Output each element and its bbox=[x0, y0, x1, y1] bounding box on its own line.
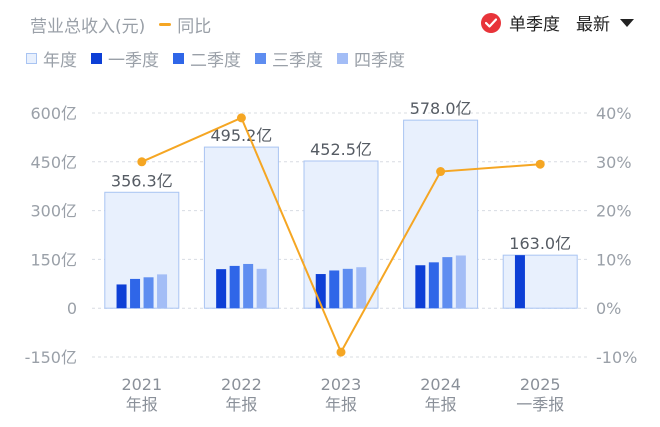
quarter-bar-q1 bbox=[415, 265, 426, 309]
annual-value-label: 578.0亿 bbox=[410, 99, 472, 118]
legend-item-q3[interactable]: 三季度 bbox=[255, 46, 323, 71]
legend-label-q3: 三季度 bbox=[272, 51, 323, 71]
y-right-tick-label: -10% bbox=[596, 348, 637, 367]
y-right-tick-label: 10% bbox=[596, 250, 632, 269]
annual-bar bbox=[403, 119, 479, 309]
annual-bar bbox=[104, 191, 180, 309]
annual-value-label: 356.3亿 bbox=[111, 171, 173, 190]
quarter-bar-q2 bbox=[229, 265, 240, 309]
legend-item-annual[interactable]: 年度 bbox=[26, 46, 77, 71]
quarter-bar-q3 bbox=[442, 257, 453, 309]
quarter-bar-q3 bbox=[143, 277, 154, 309]
legend-swatch-annual bbox=[26, 53, 37, 64]
y-left-tick-label: 150亿 bbox=[30, 250, 77, 269]
quarter-bar-q2 bbox=[428, 262, 439, 309]
quarter-bar-q3 bbox=[342, 268, 353, 309]
x-tick-year: 2024 bbox=[420, 375, 461, 394]
annual-bar bbox=[303, 160, 379, 309]
legend-label-q1: 一季度 bbox=[108, 51, 159, 71]
legend-label-annual: 年度 bbox=[43, 51, 77, 71]
legend-item-q2[interactable]: 二季度 bbox=[173, 46, 241, 71]
caret-down-icon bbox=[620, 18, 634, 27]
x-tick-year: 2021 bbox=[121, 375, 162, 394]
legend-swatch-q2 bbox=[173, 53, 184, 64]
quarter-bar-q4 bbox=[256, 268, 267, 309]
y-right-tick-label: 20% bbox=[596, 202, 632, 221]
x-tick-period: 一季报 bbox=[516, 395, 564, 414]
annual-bar bbox=[203, 146, 279, 309]
yoy-label: 同比 bbox=[177, 17, 212, 37]
x-tick-period: 年报 bbox=[325, 395, 357, 414]
legend-item-q4[interactable]: 四季度 bbox=[337, 46, 405, 71]
legend-label-q4: 四季度 bbox=[354, 51, 405, 71]
quarter-bar-q1 bbox=[216, 269, 227, 309]
x-tick-period: 年报 bbox=[126, 395, 158, 414]
x-tick-year: 2023 bbox=[321, 375, 362, 394]
x-tick-period: 年报 bbox=[425, 395, 457, 414]
yoy-point bbox=[535, 159, 545, 169]
chart-header: 营业总收入(元) 同比 bbox=[30, 12, 211, 37]
chart-title: 营业总收入(元) bbox=[30, 17, 146, 37]
latest-label: 最新 bbox=[576, 15, 610, 35]
quarter-bar-q2 bbox=[130, 278, 141, 309]
quarter-bar-q4 bbox=[356, 267, 367, 309]
x-tick-year: 2022 bbox=[221, 375, 262, 394]
legend-label-q2: 二季度 bbox=[190, 51, 241, 71]
quarter-bar-q4 bbox=[157, 274, 168, 309]
y-left-tick-label: 300亿 bbox=[30, 202, 77, 221]
legend-swatch-q4 bbox=[337, 53, 348, 64]
single-quarter-label: 单季度 bbox=[509, 15, 560, 35]
yoy-point bbox=[336, 347, 346, 357]
quarter-bar-q1 bbox=[315, 274, 326, 309]
yoy-point bbox=[137, 157, 147, 167]
quarter-bar-q4 bbox=[455, 255, 466, 309]
quarter-bar-q1 bbox=[116, 284, 127, 309]
chart-controls: 单季度 最新 bbox=[481, 10, 634, 35]
quarter-bar-q2 bbox=[329, 270, 340, 309]
yoy-point bbox=[236, 113, 246, 123]
annual-value-label: 452.5亿 bbox=[310, 140, 372, 159]
y-right-tick-label: 30% bbox=[596, 153, 632, 172]
check-icon bbox=[481, 12, 501, 33]
y-right-tick-label: 0% bbox=[596, 299, 621, 318]
annual-bar bbox=[502, 254, 578, 309]
yoy-point bbox=[436, 167, 446, 177]
latest-dropdown[interactable]: 最新 bbox=[576, 10, 634, 35]
annual-value-label: 163.0亿 bbox=[509, 234, 571, 253]
y-left-tick-label: -150亿 bbox=[25, 348, 77, 367]
x-tick-period: 年报 bbox=[225, 395, 257, 414]
yoy-legend: 同比 bbox=[159, 12, 211, 37]
y-left-tick-label: 0 bbox=[67, 299, 77, 318]
annual-value-label: 495.2亿 bbox=[210, 126, 272, 145]
x-tick-year: 2025 bbox=[520, 375, 561, 394]
y-right-tick-label: 40% bbox=[596, 104, 632, 123]
single-quarter-toggle[interactable]: 单季度 bbox=[481, 10, 560, 35]
legend-item-q1[interactable]: 一季度 bbox=[91, 46, 159, 71]
quarter-bar-q3 bbox=[243, 263, 254, 309]
yoy-line-swatch bbox=[159, 23, 172, 26]
y-left-tick-label: 450亿 bbox=[30, 153, 77, 172]
series-legend: 年度 一季度 二季度 三季度 四季度 bbox=[26, 46, 405, 71]
legend-swatch-q1 bbox=[91, 53, 102, 64]
y-left-tick-label: 600亿 bbox=[30, 104, 77, 123]
legend-swatch-q3 bbox=[255, 53, 266, 64]
quarter-bar-q1 bbox=[514, 255, 525, 309]
